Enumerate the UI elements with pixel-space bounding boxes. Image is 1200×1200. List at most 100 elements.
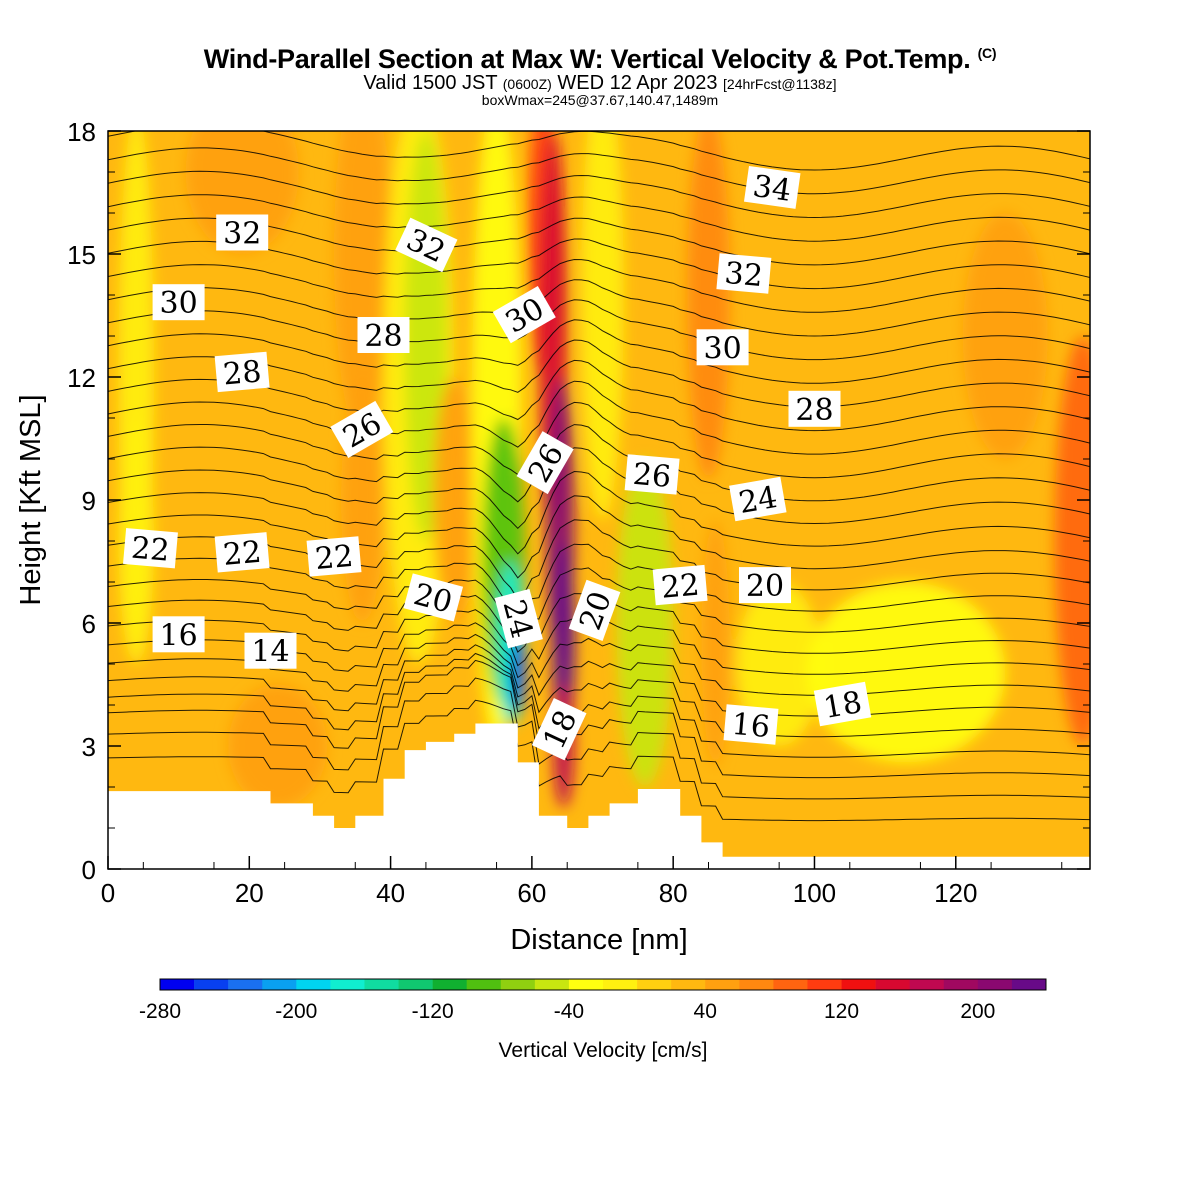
theta-contour-line [108, 495, 1090, 579]
theta-contour-line [108, 699, 1090, 822]
velocity-cell [228, 684, 328, 808]
x-tick-label: 60 [517, 878, 546, 908]
x-tick-label: 80 [659, 878, 688, 908]
y-tick-label: 0 [82, 855, 96, 885]
theta-contour-line [108, 131, 1090, 171]
contour-label-text: 32 [223, 217, 261, 252]
velocity-cell [807, 582, 1006, 763]
contour-label-text: 22 [222, 535, 263, 573]
terrain [108, 723, 1090, 869]
theta-contour-line [108, 633, 1090, 717]
x-tick-label: 120 [934, 878, 977, 908]
theta-contour-line [108, 170, 1090, 219]
theta-contour-line [108, 238, 1090, 290]
colorbar-swatch [977, 979, 1013, 990]
colorbar-swatch [160, 979, 195, 990]
contour-label-box [568, 579, 621, 641]
box-max-info: boxWmax=245@37.67,140.47,1489m [481, 92, 719, 108]
theta-contour-line [108, 567, 1090, 638]
contour-label: 26 [330, 400, 394, 459]
theta-contour-line [108, 258, 1090, 313]
y-tick-label: 9 [82, 486, 96, 516]
theta-contour-line [108, 659, 1090, 779]
colorbar-swatch [1011, 979, 1047, 990]
colorbar-swatch [841, 979, 876, 990]
y-tick-label: 18 [67, 117, 96, 147]
contour-label-box [330, 400, 394, 459]
theta-contour-line [108, 339, 1090, 408]
contour-label: 14 [244, 632, 297, 670]
potential-temperature-contours [108, 131, 1090, 822]
colorbar-swatch [534, 979, 570, 990]
theta-contour-line [108, 424, 1090, 503]
colorbar-swatch [875, 979, 910, 990]
contour-label-box [152, 284, 205, 321]
colorbar-swatch [194, 979, 229, 990]
velocity-cell [334, 131, 391, 439]
contour-label: 32 [216, 214, 269, 252]
chart-title: Wind-Parallel Section at Max W: Vertical… [0, 44, 1200, 75]
contour-label-text: 16 [730, 707, 771, 745]
colorbar-outline [159, 978, 1047, 991]
contour-label-box [696, 329, 749, 366]
colorbar-swatch [637, 979, 672, 990]
colorbar-tick-label: -200 [275, 1000, 317, 1023]
contour-label: 32 [716, 253, 772, 294]
colorbar-swatch [432, 979, 467, 990]
theta-contour-line [108, 380, 1090, 455]
colorbar-tick-label: -40 [554, 1000, 584, 1023]
contour-label-box [739, 567, 791, 604]
theta-contour-line [108, 470, 1090, 555]
colorbar-swatch [671, 979, 706, 990]
contour-label-text: 14 [251, 635, 289, 670]
contour-label-box [357, 317, 410, 353]
contour-label-box [624, 454, 680, 495]
contour-label: 16 [152, 616, 205, 653]
colorbar-swatch [262, 979, 297, 990]
contour-label-box [729, 476, 787, 522]
colorbar-swatch [909, 979, 945, 990]
theta-contour-line [108, 147, 1090, 195]
theta-contour-line [108, 543, 1090, 620]
contour-label-text: 28 [795, 393, 833, 428]
contour-label-box [244, 632, 297, 669]
velocity-cell [185, 131, 299, 254]
theta-contour-line [108, 447, 1090, 530]
contour-label-text: 30 [160, 286, 198, 321]
contour-label-box [214, 532, 270, 573]
contour-label: 16 [723, 704, 779, 745]
colorbar-swatch [943, 979, 979, 990]
colorbar-swatch [296, 979, 331, 990]
contour-label-box [494, 588, 543, 649]
theta-contour-line [108, 359, 1090, 432]
contour-label-box [123, 528, 178, 569]
colorbar-label: Vertical Velocity [cm/s] [499, 1039, 708, 1062]
colorbar-tick-label: -120 [412, 1000, 454, 1023]
colorbar-tick-label: 40 [694, 1000, 717, 1023]
contour-label-box [788, 390, 841, 427]
contour-label-text: 28 [222, 354, 263, 392]
chart-title-main: Wind-Parallel Section at Max W: Vertical… [203, 44, 971, 74]
theta-contour-line [108, 319, 1090, 384]
contour-label: 28 [357, 317, 410, 354]
x-tick-label: 20 [235, 878, 264, 908]
contour-label: 34 [743, 165, 801, 209]
contour-label-text: 22 [130, 531, 171, 569]
contour-label-box [306, 536, 362, 577]
contour-label-box [403, 573, 464, 622]
x-tick-label: 0 [101, 878, 115, 908]
theta-contour-line [108, 677, 1090, 800]
contour-label-text: 32 [723, 256, 764, 294]
y-tick-label: 15 [67, 240, 96, 270]
colorbar-tick-label: -280 [139, 1000, 181, 1023]
contour-label-box [216, 214, 269, 251]
x-tick-label: 100 [793, 878, 836, 908]
contour-label: 28 [788, 390, 841, 428]
contour-label-box [395, 217, 458, 273]
x-axis-label: Distance [nm] [510, 924, 687, 956]
colorbar-swatch [364, 979, 399, 990]
contour-label-box [152, 616, 205, 653]
contour-label: 22 [214, 532, 270, 573]
